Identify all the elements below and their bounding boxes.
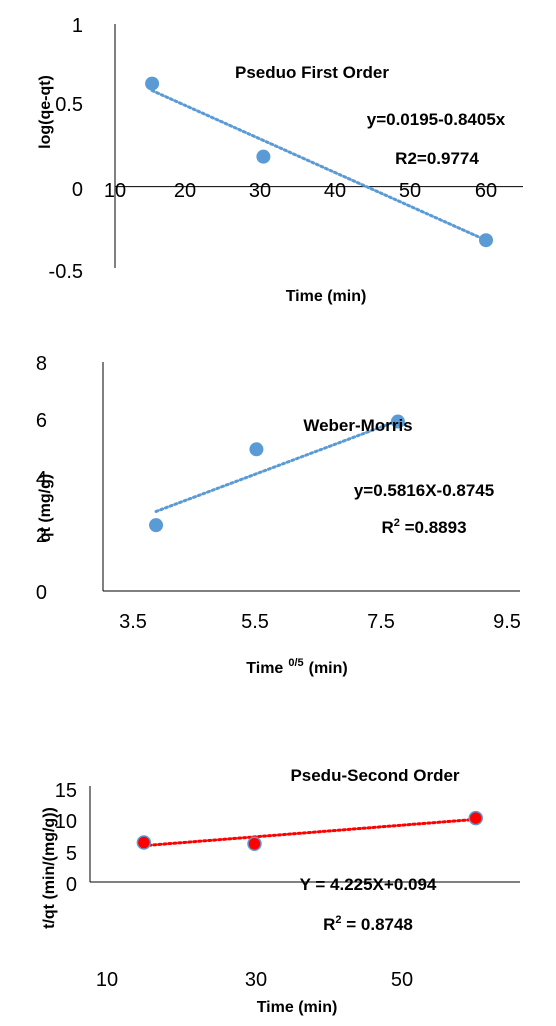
chart2-y-axis-label: qt (mg/g) xyxy=(37,474,54,542)
chart3-y-tick-label: 0 xyxy=(66,874,77,896)
chart3-frame xyxy=(89,786,520,883)
chart3-data-point xyxy=(247,836,262,852)
chart2-frame xyxy=(102,362,520,592)
chart2-title: Weber-Morris xyxy=(303,416,412,435)
chart2-y-tick-label: 6 xyxy=(36,410,47,432)
chart1-x-tick-label: 60 xyxy=(475,180,497,202)
chart3-data-point xyxy=(136,835,152,850)
chart3-points xyxy=(136,810,483,852)
chart-weber-morris: 0 2 4 6 8 3.5 5.5 7.5 9.5 Weber-Morris y=0.5816X… xyxy=(36,353,521,677)
chart2-y-tick-label: 4 xyxy=(36,468,47,490)
chart1-x-tick-label: 20 xyxy=(174,180,196,202)
chart1-x-tick-label: 40 xyxy=(324,180,346,202)
chart3-x-tick-label: 10 xyxy=(96,969,118,991)
chart2-x-tick-label: 5.5 xyxy=(241,611,269,633)
chart2-r2: R2 =0.8893 xyxy=(381,517,466,537)
chart2-x-tick-label: 7.5 xyxy=(367,611,395,633)
chart1-ticks: 10 20 30 40 50 60 -0.5 0 0.5 1 xyxy=(49,15,498,283)
chart3-y-tick-label: 5 xyxy=(66,843,77,865)
chart1-y-tick-label: -0.5 xyxy=(49,261,83,283)
chart2-data-point xyxy=(249,442,264,457)
chart1-x-tick-label: 10 xyxy=(104,180,126,202)
chart3-x-tick-label: 30 xyxy=(245,969,267,991)
chart2-xlabel-main: Time xyxy=(246,660,283,677)
chart2-y-tick-label: 8 xyxy=(36,353,47,375)
chart1-y-axis-label: log(qe-qt) xyxy=(37,75,54,149)
chart2-data-point xyxy=(390,414,405,429)
chart2-y-tick-label: 0 xyxy=(36,582,47,604)
chart1-y-tick-label: 0.5 xyxy=(55,94,83,116)
chart1-points xyxy=(145,76,493,248)
chart3-r2-value: = 0.8748 xyxy=(342,915,413,934)
chart2-trendline-group xyxy=(154,419,400,513)
chart2-x-axis-label: Time 0/5 (min) xyxy=(246,657,347,677)
chart2-y-tick-label: 2 xyxy=(36,525,47,547)
chart1-title: Pseduo First Order xyxy=(235,63,389,82)
chart3-equation: Y = 4.225X+0.094 xyxy=(300,875,437,894)
chart1-r2: R2=0.9774 xyxy=(395,149,479,168)
chart2-trendline xyxy=(154,419,400,513)
chart3-data-point xyxy=(468,810,483,826)
chart1-y-tick-label: 1 xyxy=(72,15,83,37)
chart2-x-tick-label: 9.5 xyxy=(493,611,521,633)
chart2-data-point xyxy=(149,518,164,533)
chart2-r2-value: =0.8893 xyxy=(400,518,467,537)
chart1-trendline-group xyxy=(150,89,488,242)
chart1-trendline xyxy=(150,89,488,242)
chart3-r2-r: R xyxy=(323,915,335,934)
chart3-y-tick-label: 10 xyxy=(55,811,77,833)
chart3-ticks: 0 5 10 15 10 30 50 xyxy=(55,780,413,991)
chart1-data-point xyxy=(256,149,271,164)
chart-pseudo-second-order: 0 5 10 15 10 30 50 Psedu-Second Order Y = 4.22… xyxy=(41,766,520,1016)
chart2-points xyxy=(149,414,405,533)
chart3-x-axis-label: Time (min) xyxy=(257,999,338,1016)
chart1-x-tick-label: 30 xyxy=(249,180,271,202)
chart2-equation: y=0.5816X-0.8745 xyxy=(354,481,494,500)
chart2-xlabel-unit: (min) xyxy=(309,660,348,677)
chart3-x-tick-label: 50 xyxy=(391,969,413,991)
chart3-y-tick-label: 15 xyxy=(55,780,77,802)
chart1-data-point xyxy=(479,233,493,248)
chart2-r2-sup: 2 xyxy=(394,517,400,529)
chart3-trendline-group xyxy=(142,817,478,848)
chart2-r2-r: R xyxy=(381,518,393,537)
chart3-title: Psedu-Second Order xyxy=(290,766,459,785)
chart2-x-tick-label: 3.5 xyxy=(119,611,147,633)
chart1-equation: y=0.0195-0.8405x xyxy=(367,110,506,129)
chart3-r2-sup: 2 xyxy=(335,914,341,926)
chart2-ticks: 0 2 4 6 8 3.5 5.5 7.5 9.5 xyxy=(36,353,521,633)
chart2-xlabel-sup: 0/5 xyxy=(288,657,303,669)
chart-pseudo-first-order: 10 20 30 40 50 60 -0.5 0 0.5 1 Pseduo First Order… xyxy=(37,15,523,305)
chart1-x-axis-label: Time (min) xyxy=(286,288,367,305)
chart3-y-axis-label: t/qt (min/(mg/g)) xyxy=(41,807,58,929)
chart1-x-tick-label: 50 xyxy=(399,180,421,202)
chart1-data-point xyxy=(145,76,160,91)
chart1-y-tick-label: 0 xyxy=(72,179,83,201)
chart3-trendline xyxy=(142,817,478,848)
chart3-r2: R2 = 0.8748 xyxy=(323,914,413,934)
